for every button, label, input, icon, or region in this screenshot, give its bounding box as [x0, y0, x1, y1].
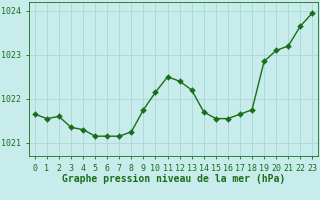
X-axis label: Graphe pression niveau de la mer (hPa): Graphe pression niveau de la mer (hPa)	[62, 174, 285, 184]
